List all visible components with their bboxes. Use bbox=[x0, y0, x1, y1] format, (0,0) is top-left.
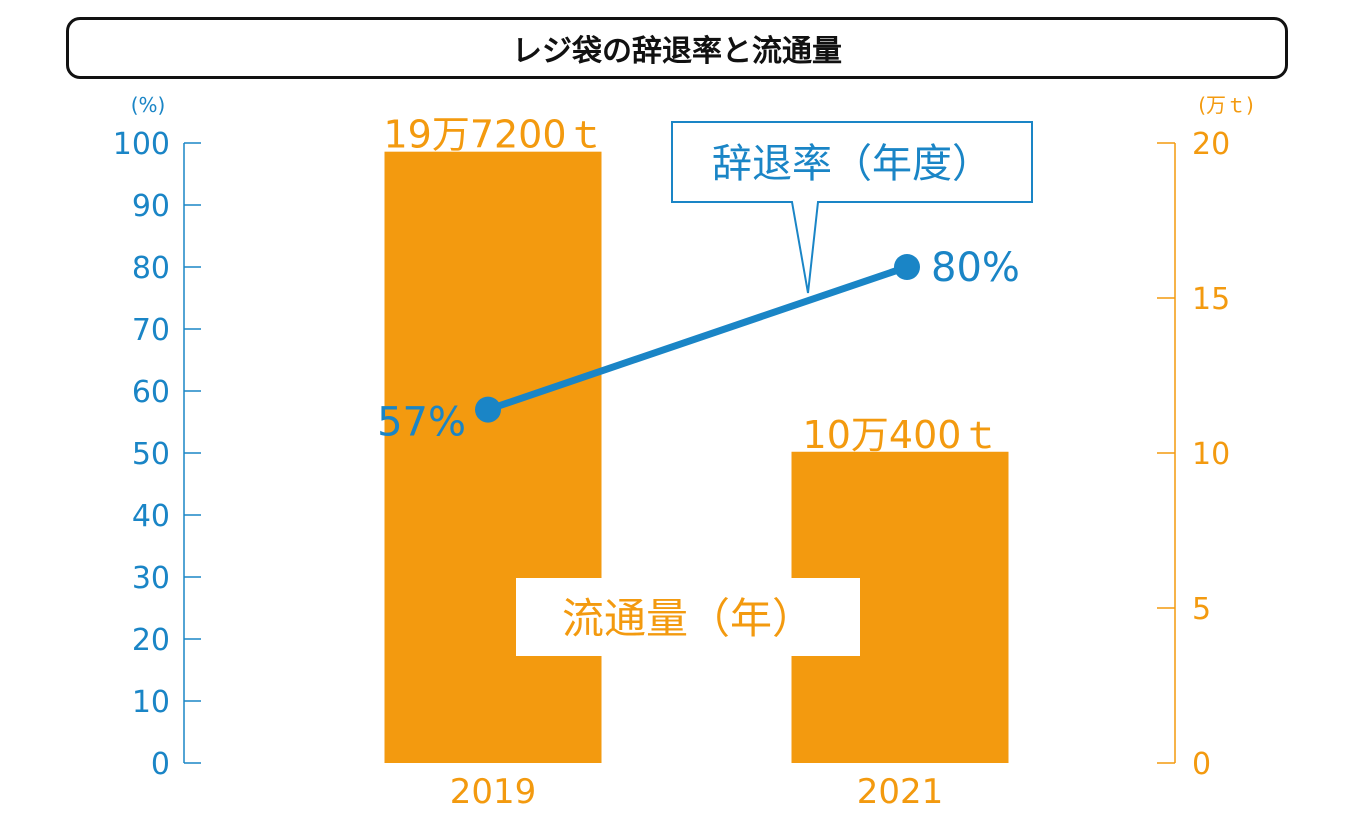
rate-line bbox=[486, 263, 909, 413]
bar-2019 bbox=[384, 151, 602, 763]
left-tick-label-0: 0 bbox=[151, 747, 170, 782]
right-tick-label-5: 5 bbox=[1192, 592, 1211, 627]
volume-callout-box bbox=[516, 578, 860, 656]
left-axis-unit: (%) bbox=[131, 93, 166, 117]
bars-layer bbox=[384, 151, 1009, 763]
chart-title: レジ袋の辞退率と流通量 bbox=[66, 17, 1288, 79]
rate-point-2019 bbox=[475, 396, 501, 423]
left-tick-label-60: 60 bbox=[132, 375, 170, 410]
left-tick-label-40: 40 bbox=[132, 499, 170, 534]
label-layer: 19万7200ｔ 10万400ｔ 57% 80% bbox=[377, 113, 1020, 457]
bar-value-label-2021: 10万400ｔ bbox=[803, 413, 1000, 457]
left-tick-label-70: 70 bbox=[132, 313, 170, 348]
category-label-2021: 2021 bbox=[857, 772, 944, 812]
category-label-2019: 2019 bbox=[450, 772, 537, 812]
right-tick-label-20: 20 bbox=[1192, 127, 1230, 162]
right-tick-label-15: 15 bbox=[1192, 282, 1230, 317]
right-tick-label-10: 10 bbox=[1192, 437, 1230, 472]
left-tick-label-80: 80 bbox=[132, 251, 170, 286]
rate-callout-text: 辞退率（年度） bbox=[712, 141, 992, 187]
volume-callout: 流通量（年） bbox=[516, 578, 860, 656]
rate-callout: 辞退率（年度） bbox=[671, 121, 1033, 294]
rate-value-label-2019: 57% bbox=[377, 400, 466, 446]
left-tick-label-90: 90 bbox=[132, 189, 170, 224]
rate-value-label-2021: 80% bbox=[931, 245, 1020, 291]
right-axis: 0 5 10 15 20 (万ｔ) 2019 2021 bbox=[450, 93, 1254, 812]
left-tick-label-50: 50 bbox=[132, 437, 170, 472]
left-axis: 0 10 20 30 40 50 60 70 80 90 100 (%) bbox=[113, 93, 201, 782]
volume-callout-text: 流通量（年） bbox=[562, 594, 814, 643]
rate-point-2021 bbox=[894, 254, 920, 280]
left-tick-label-10: 10 bbox=[132, 685, 170, 720]
bar-value-label-2019: 19万7200ｔ bbox=[383, 113, 604, 157]
left-tick-label-20: 20 bbox=[132, 623, 170, 658]
line-layer bbox=[475, 254, 920, 423]
left-tick-label-100: 100 bbox=[113, 127, 170, 162]
rate-callout-box bbox=[671, 121, 1033, 294]
right-tick-label-0: 0 bbox=[1192, 747, 1211, 782]
right-axis-unit: (万ｔ) bbox=[1198, 93, 1254, 117]
left-tick-label-30: 30 bbox=[132, 561, 170, 596]
